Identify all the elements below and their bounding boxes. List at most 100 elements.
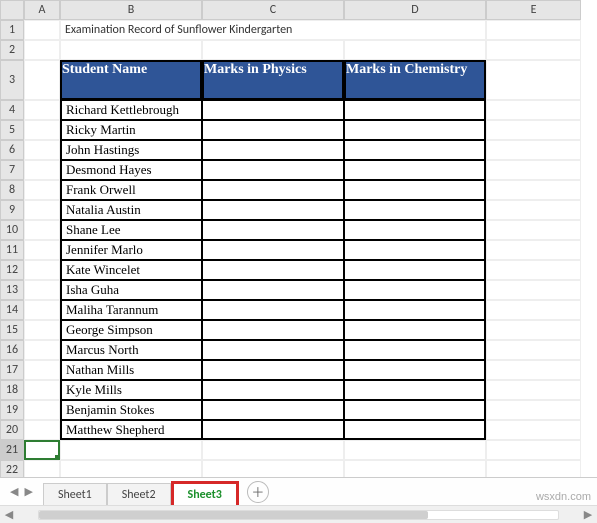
row-header-4[interactable]: 4 — [0, 100, 24, 120]
scroll-right-button[interactable]: ▶ — [579, 508, 597, 521]
table-cell-phys-r17[interactable] — [202, 360, 344, 380]
cell-E5[interactable] — [486, 120, 581, 140]
cell-E8[interactable] — [486, 180, 581, 200]
cell-A6[interactable] — [24, 140, 60, 160]
cell-E3[interactable] — [486, 60, 581, 100]
table-cell-chem-r16[interactable] — [344, 340, 486, 360]
row-header-8[interactable]: 8 — [0, 180, 24, 200]
row-header-14[interactable]: 14 — [0, 300, 24, 320]
table-cell-name-r5[interactable]: Ricky Martin — [60, 120, 202, 140]
table-cell-chem-r20[interactable] — [344, 420, 486, 440]
scroll-track[interactable] — [38, 510, 559, 520]
cell-A17[interactable] — [24, 360, 60, 380]
cell-E21[interactable] — [486, 440, 581, 460]
cell-E7[interactable] — [486, 160, 581, 180]
cell-A9[interactable] — [24, 200, 60, 220]
table-cell-phys-r13[interactable] — [202, 280, 344, 300]
table-cell-name-r4[interactable]: Richard Kettlebrough — [60, 100, 202, 120]
row-header-5[interactable]: 5 — [0, 120, 24, 140]
add-sheet-button[interactable]: ＋ — [247, 481, 269, 503]
table-cell-name-r6[interactable]: John Hastings — [60, 140, 202, 160]
row-header-19[interactable]: 19 — [0, 400, 24, 420]
row-header-9[interactable]: 9 — [0, 200, 24, 220]
table-cell-name-r19[interactable]: Benjamin Stokes — [60, 400, 202, 420]
sheet-tab-sheet3[interactable]: Sheet3 — [171, 481, 239, 506]
table-cell-name-r15[interactable]: George Simpson — [60, 320, 202, 340]
cell-E11[interactable] — [486, 240, 581, 260]
cell-A5[interactable] — [24, 120, 60, 140]
row-header-6[interactable]: 6 — [0, 140, 24, 160]
row-header-1[interactable]: 1 — [0, 20, 24, 40]
cell-A18[interactable] — [24, 380, 60, 400]
row-header-15[interactable]: 15 — [0, 320, 24, 340]
sheet-tab-sheet1[interactable]: Sheet1 — [43, 483, 107, 506]
cell-B21[interactable] — [60, 440, 202, 460]
table-cell-name-r16[interactable]: Marcus North — [60, 340, 202, 360]
cell-E2[interactable] — [486, 40, 581, 60]
cell-E12[interactable] — [486, 260, 581, 280]
table-cell-name-r17[interactable]: Nathan Mills — [60, 360, 202, 380]
table-cell-phys-r15[interactable] — [202, 320, 344, 340]
cell-A3[interactable] — [24, 60, 60, 100]
table-cell-chem-r13[interactable] — [344, 280, 486, 300]
row-header-2[interactable]: 2 — [0, 40, 24, 60]
table-cell-name-r7[interactable]: Desmond Hayes — [60, 160, 202, 180]
table-cell-phys-r16[interactable] — [202, 340, 344, 360]
tab-nav-next[interactable]: ▶ — [22, 485, 34, 498]
cell-E20[interactable] — [486, 420, 581, 440]
table-cell-name-r13[interactable]: Isha Guha — [60, 280, 202, 300]
table-cell-name-r9[interactable]: Natalia Austin — [60, 200, 202, 220]
cell-E4[interactable] — [486, 100, 581, 120]
table-cell-phys-r11[interactable] — [202, 240, 344, 260]
table-cell-phys-r6[interactable] — [202, 140, 344, 160]
table-cell-name-r10[interactable]: Shane Lee — [60, 220, 202, 240]
cell-A20[interactable] — [24, 420, 60, 440]
row-header-11[interactable]: 11 — [0, 240, 24, 260]
active-cell-A21[interactable] — [24, 440, 60, 460]
cell-E19[interactable] — [486, 400, 581, 420]
table-cell-phys-r9[interactable] — [202, 200, 344, 220]
row-header-10[interactable]: 10 — [0, 220, 24, 240]
row-header-16[interactable]: 16 — [0, 340, 24, 360]
row-header-3[interactable]: 3 — [0, 60, 24, 100]
col-header-A[interactable]: A — [24, 0, 60, 20]
cell-A7[interactable] — [24, 160, 60, 180]
table-cell-phys-r4[interactable] — [202, 100, 344, 120]
cell-A11[interactable] — [24, 240, 60, 260]
table-cell-chem-r9[interactable] — [344, 200, 486, 220]
table-cell-phys-r19[interactable] — [202, 400, 344, 420]
row-header-17[interactable]: 17 — [0, 360, 24, 380]
col-header-E[interactable]: E — [486, 0, 581, 20]
table-cell-chem-r8[interactable] — [344, 180, 486, 200]
table-cell-phys-r20[interactable] — [202, 420, 344, 440]
sheet-tab-sheet2[interactable]: Sheet2 — [107, 483, 171, 506]
cell-A10[interactable] — [24, 220, 60, 240]
table-cell-name-r12[interactable]: Kate Wincelet — [60, 260, 202, 280]
table-cell-name-r18[interactable]: Kyle Mills — [60, 380, 202, 400]
cell-B2[interactable] — [60, 40, 202, 60]
cell-E16[interactable] — [486, 340, 581, 360]
table-cell-phys-r5[interactable] — [202, 120, 344, 140]
scroll-left-button[interactable]: ◀ — [0, 508, 18, 521]
scroll-thumb[interactable] — [39, 511, 428, 519]
row-header-13[interactable]: 13 — [0, 280, 24, 300]
row-header-7[interactable]: 7 — [0, 160, 24, 180]
row-header-12[interactable]: 12 — [0, 260, 24, 280]
cell-C21[interactable] — [202, 440, 344, 460]
table-cell-phys-r7[interactable] — [202, 160, 344, 180]
cell-A16[interactable] — [24, 340, 60, 360]
cell-E9[interactable] — [486, 200, 581, 220]
cell-E17[interactable] — [486, 360, 581, 380]
cell-E1[interactable] — [486, 20, 581, 40]
row-header-18[interactable]: 18 — [0, 380, 24, 400]
col-header-C[interactable]: C — [202, 0, 344, 20]
table-cell-name-r8[interactable]: Frank Orwell — [60, 180, 202, 200]
table-cell-phys-r14[interactable] — [202, 300, 344, 320]
table-cell-phys-r18[interactable] — [202, 380, 344, 400]
horizontal-scrollbar[interactable]: ◀ ▶ — [0, 505, 597, 523]
table-cell-phys-r8[interactable] — [202, 180, 344, 200]
table-cell-chem-r4[interactable] — [344, 100, 486, 120]
cell-D2[interactable] — [344, 40, 486, 60]
table-cell-chem-r14[interactable] — [344, 300, 486, 320]
cell-A2[interactable] — [24, 40, 60, 60]
